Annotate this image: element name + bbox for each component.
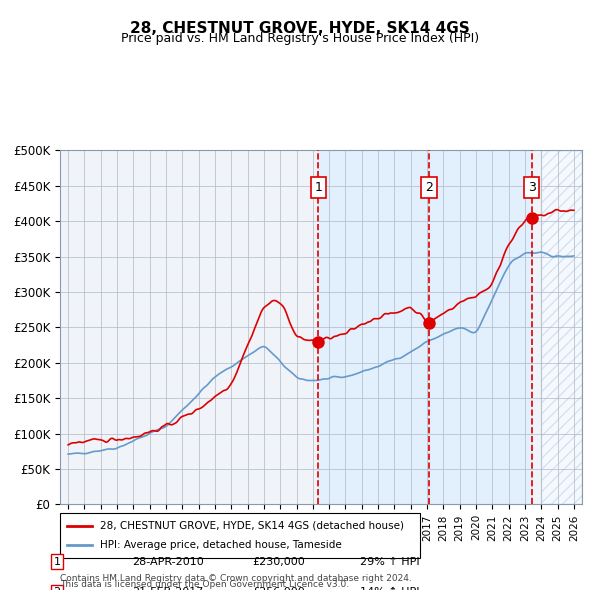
Text: Price paid vs. HM Land Registry's House Price Index (HPI): Price paid vs. HM Land Registry's House … — [121, 32, 479, 45]
Text: 29% ↑ HPI: 29% ↑ HPI — [360, 557, 419, 566]
Text: 14% ↑ HPI: 14% ↑ HPI — [360, 588, 419, 590]
Bar — [541, 150, 582, 504]
Text: 28-APR-2010: 28-APR-2010 — [132, 557, 204, 566]
Text: This data is licensed under the Open Government Licence v3.0.: This data is licensed under the Open Gov… — [60, 580, 349, 589]
Text: 1: 1 — [314, 181, 322, 194]
Text: 2: 2 — [425, 181, 433, 194]
Text: Contains HM Land Registry data © Crown copyright and database right 2024.: Contains HM Land Registry data © Crown c… — [60, 574, 412, 583]
Text: 3: 3 — [528, 181, 536, 194]
Bar — [541, 150, 582, 504]
Text: 2: 2 — [53, 588, 61, 590]
Bar — [429, 150, 532, 504]
FancyBboxPatch shape — [60, 513, 420, 558]
Text: £230,000: £230,000 — [252, 557, 305, 566]
Text: 21-FEB-2017: 21-FEB-2017 — [132, 588, 203, 590]
Text: 28, CHESTNUT GROVE, HYDE, SK14 4GS (detached house): 28, CHESTNUT GROVE, HYDE, SK14 4GS (deta… — [100, 521, 404, 530]
Text: HPI: Average price, detached house, Tameside: HPI: Average price, detached house, Tame… — [100, 540, 341, 550]
Text: £256,000: £256,000 — [252, 588, 305, 590]
Bar — [541, 150, 582, 504]
Bar — [318, 150, 429, 504]
Text: 28, CHESTNUT GROVE, HYDE, SK14 4GS: 28, CHESTNUT GROVE, HYDE, SK14 4GS — [130, 21, 470, 35]
Text: 1: 1 — [53, 557, 61, 566]
